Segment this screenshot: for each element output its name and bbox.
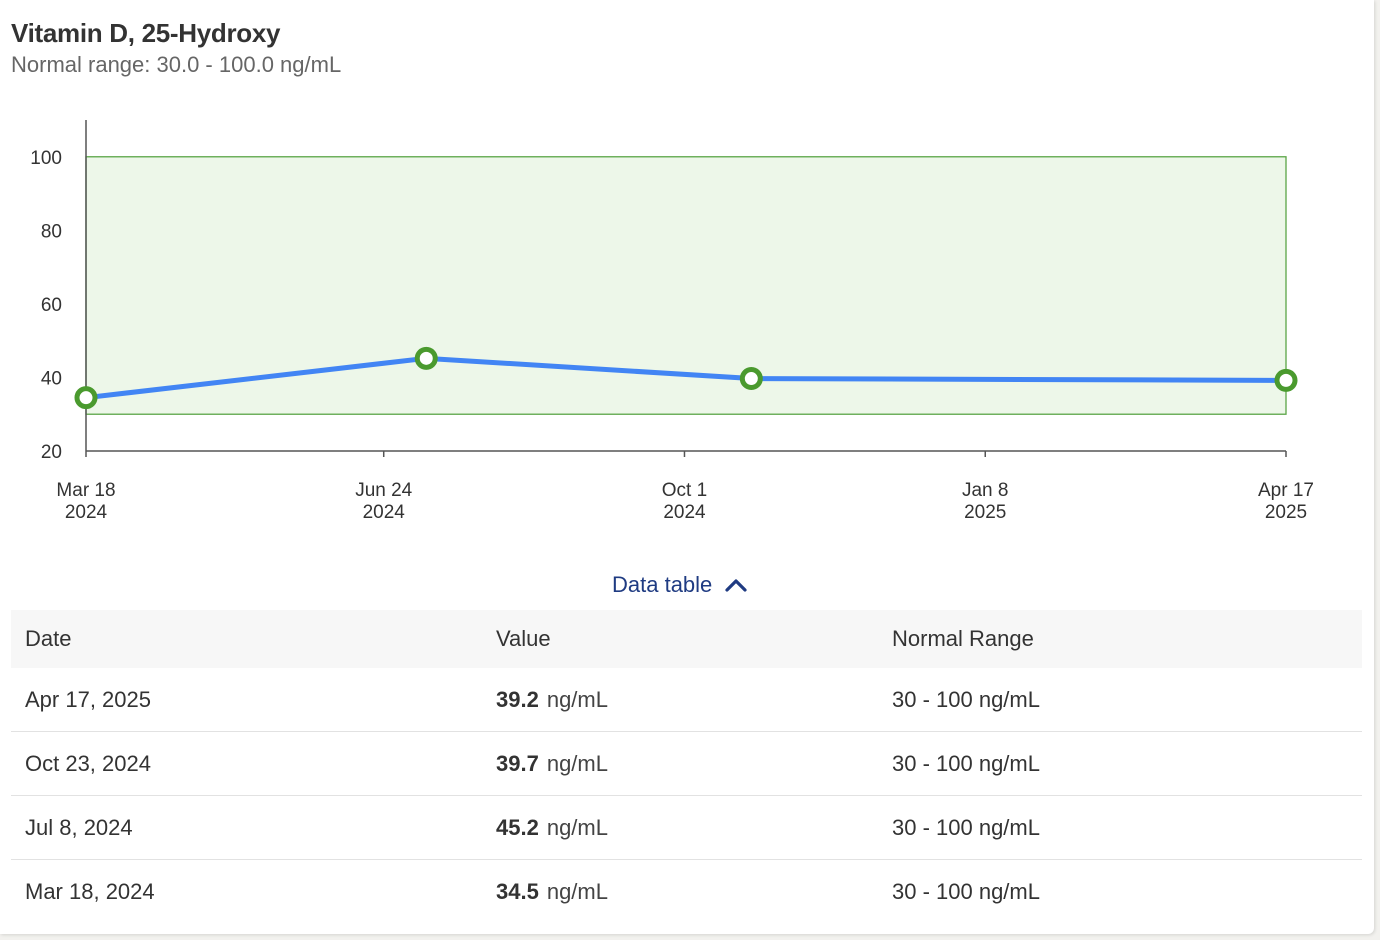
row-date: Mar 18, 2024 [25, 878, 155, 904]
y-tick-label: 100 [30, 148, 62, 169]
y-tick-label: 60 [41, 295, 62, 316]
table-row: Oct 23, 2024 39.7 ng/mL 30 - 100 ng/mL [11, 732, 1362, 796]
data-table-toggle-label: Data table [612, 572, 713, 597]
row-value: 39.7 ng/mL [496, 732, 608, 795]
value-unit: ng/mL [546, 750, 608, 776]
value-number: 45.2 [496, 814, 539, 840]
table-row: Jul 8, 2024 45.2 ng/mL 30 - 100 ng/mL [11, 796, 1362, 860]
x-tick-label-year: 2024 [363, 502, 406, 523]
row-value: 39.2 ng/mL [496, 668, 608, 731]
row-normal-range: 30 - 100 ng/mL [892, 750, 1040, 776]
value-number: 39.7 [496, 750, 539, 776]
row-normal-range: 30 - 100 ng/mL [892, 878, 1040, 904]
row-value: 34.5 ng/mL [496, 860, 608, 923]
normal-range-band [85, 156, 1287, 415]
chevron-up-icon [725, 579, 747, 592]
x-tick-label-year: 2024 [65, 502, 108, 523]
row-normal-range: 30 - 100 ng/mL [892, 814, 1040, 840]
row-date: Oct 23, 2024 [25, 750, 151, 776]
data-point [74, 386, 98, 410]
column-header-value: Value [496, 626, 551, 651]
row-date: Jul 8, 2024 [25, 814, 133, 840]
value-unit: ng/mL [546, 814, 608, 840]
x-tick-label-year: 2025 [1265, 502, 1307, 523]
x-tick-label: Oct 1 [662, 480, 707, 501]
x-tick-label: Apr 17 [1258, 480, 1314, 501]
table-row: Apr 17, 2025 39.2 ng/mL 30 - 100 ng/mL [11, 668, 1362, 732]
chart-title: Vitamin D, 25-Hydroxy [11, 18, 281, 48]
y-tick-label: 80 [41, 221, 62, 242]
row-date: Apr 17, 2025 [25, 686, 151, 712]
x-tick-label: Mar 18 [56, 480, 115, 501]
value-number: 39.2 [496, 686, 539, 712]
x-tick-label-year: 2025 [964, 502, 1006, 523]
x-tick-label: Jun 24 [355, 480, 412, 501]
table-header: Date Value Normal Range [11, 610, 1362, 668]
data-point [739, 367, 763, 391]
y-tick-label: 40 [41, 368, 62, 389]
column-header-normal-range: Normal Range [892, 626, 1034, 651]
data-table: Date Value Normal Range Apr 17, 2025 39.… [11, 610, 1362, 923]
table-row: Mar 18, 2024 34.5 ng/mL 30 - 100 ng/mL [11, 860, 1362, 923]
column-header-date: Date [25, 626, 72, 651]
value-unit: ng/mL [546, 686, 608, 712]
x-tick-label-year: 2024 [663, 502, 706, 523]
data-table-toggle[interactable]: Data table [612, 572, 748, 598]
data-point [1274, 368, 1298, 392]
normal-range-subtitle: Normal range: 30.0 - 100.0 ng/mL [11, 52, 342, 77]
row-normal-range: 30 - 100 ng/mL [892, 686, 1040, 712]
row-value: 45.2 ng/mL [496, 796, 608, 859]
series-line [83, 355, 1289, 401]
x-tick-label: Jan 8 [962, 480, 1008, 501]
value-number: 34.5 [496, 878, 539, 904]
y-tick-label: 20 [41, 442, 62, 463]
data-point [414, 346, 438, 370]
value-unit: ng/mL [546, 878, 608, 904]
